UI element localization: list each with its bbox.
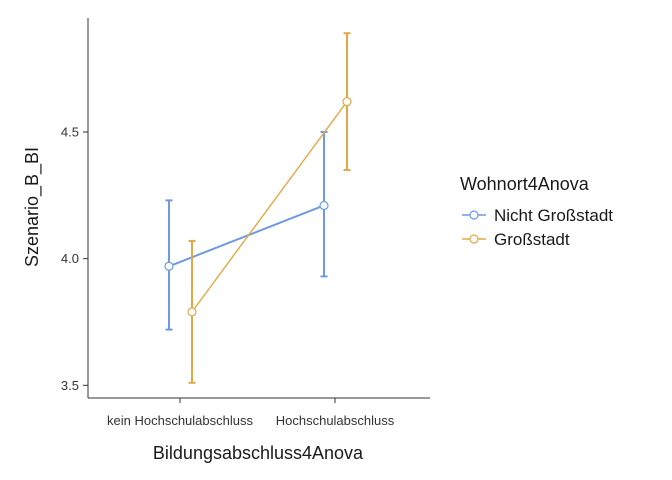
series-line [168,204,325,268]
series-nicht-grossstadt [164,131,329,331]
legend-key-point [469,210,479,220]
y-axis-title: Szenario_B_BI [22,147,43,267]
data-point [164,261,174,271]
x-ticks: kein Hochschulabschluss Hochschulabschlus… [107,398,395,428]
y-ticks: 3.5 4.0 4.5 [61,125,88,393]
legend-label: Nicht Großstadt [494,206,613,225]
y-tick-label: 4.0 [61,251,79,266]
x-tick-label: kein Hochschulabschluss [107,413,253,428]
legend-key-point [469,234,479,244]
x-tick-label: Hochschulabschluss [276,413,395,428]
y-tick-label: 3.5 [61,378,79,393]
data-point [342,96,352,107]
legend-title: Wohnort4Anova [460,174,590,194]
series-line [191,101,348,313]
series-grossstadt [187,32,352,384]
y-tick-label: 4.5 [61,125,79,140]
legend: Wohnort4Anova Nicht Großstadt Großstadt [460,174,613,249]
x-axis-title: Bildungsabschluss4Anova [153,443,364,463]
data-point [187,307,197,317]
plot-area [164,32,352,384]
data-point [319,200,329,211]
legend-label: Großstadt [494,230,570,249]
